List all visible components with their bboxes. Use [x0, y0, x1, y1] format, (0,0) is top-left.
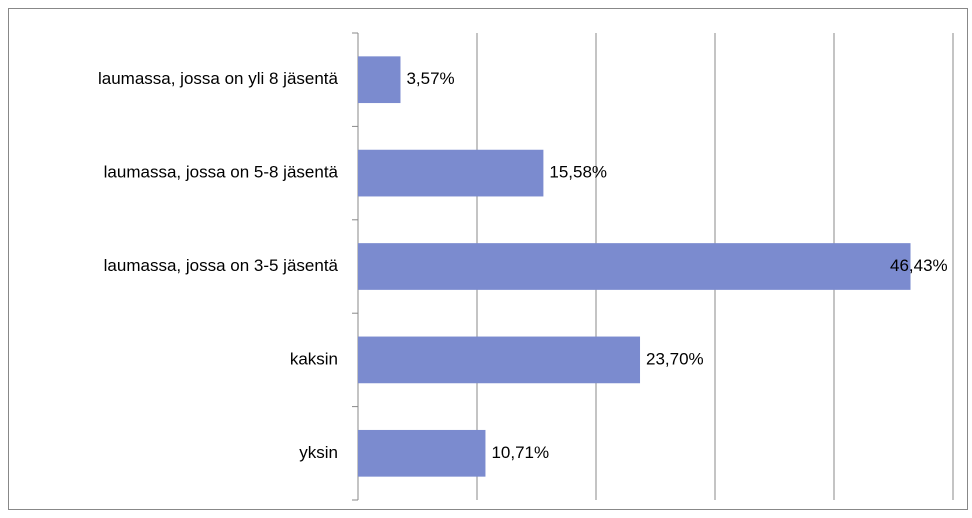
y-tick-label: kaksin	[290, 349, 338, 368]
y-tick-label: yksin	[299, 443, 338, 462]
data-label: 10,71%	[491, 443, 549, 462]
bar	[358, 429, 486, 477]
bar	[358, 336, 641, 384]
data-label: 23,70%	[646, 349, 704, 368]
bar	[358, 56, 401, 104]
y-tick-label: laumassa, jossa on 3-5 jäsentä	[104, 256, 339, 275]
data-label: 46,43%	[890, 256, 948, 275]
y-tick-label: laumassa, jossa on 5-8 jäsentä	[104, 163, 339, 182]
y-tick-label: laumassa, jossa on yli 8 jäsentä	[98, 69, 339, 88]
bar	[358, 243, 911, 290]
data-label: 3,57%	[406, 69, 454, 88]
bar	[358, 149, 544, 197]
data-label: 15,58%	[549, 163, 607, 182]
